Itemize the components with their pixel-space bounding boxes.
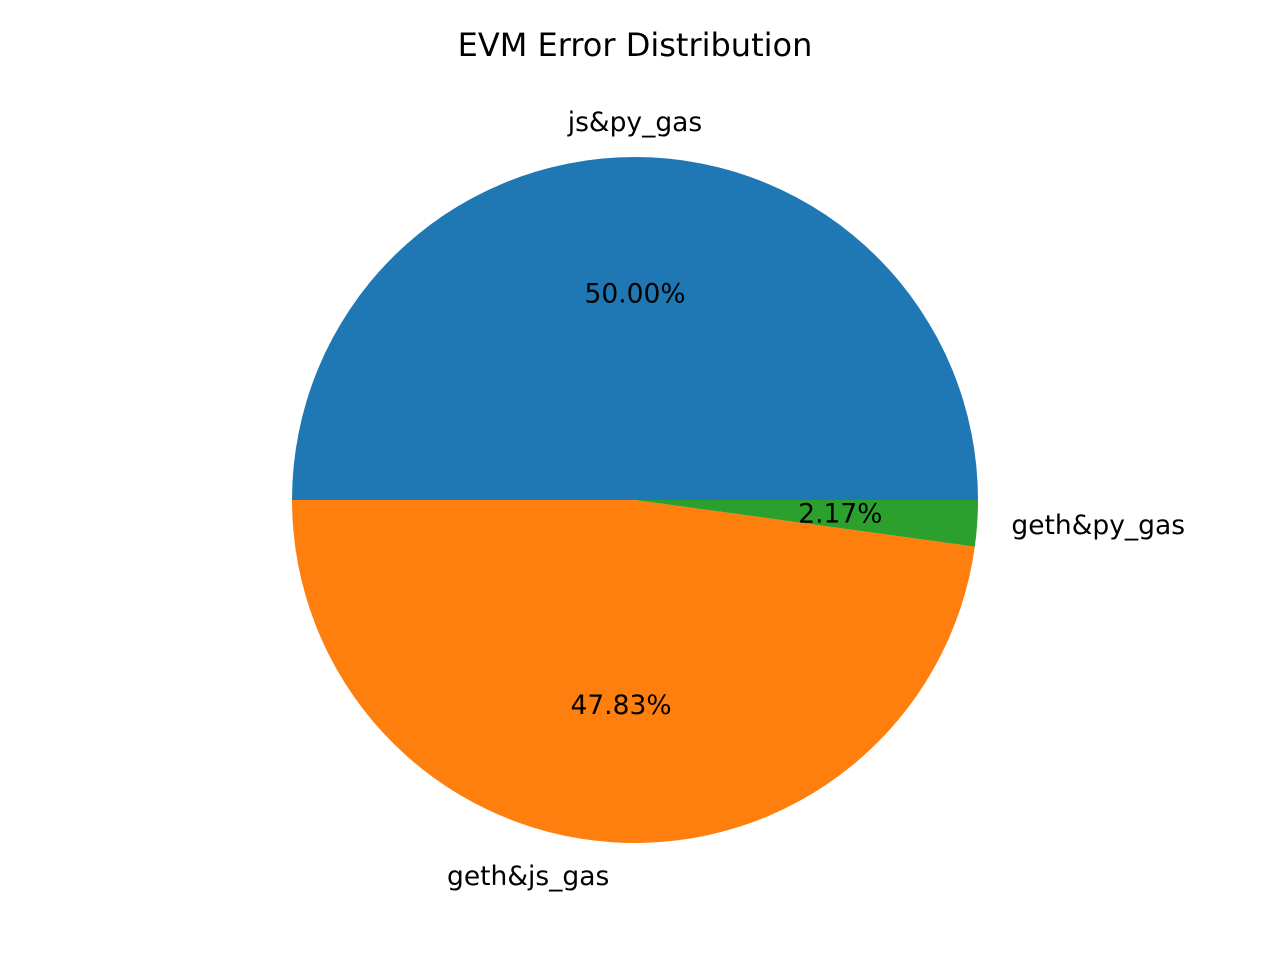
- pie-slice-geth-js-gas: [291, 500, 975, 844]
- pie-labels: js&py_gas 50.00% geth&js_gas 47.83% geth&py_…: [447, 107, 1185, 892]
- slice-percent-label: 50.00%: [584, 279, 685, 310]
- chart-title: EVM Error Distribution: [458, 26, 813, 64]
- pie-slice-js-py-gas: [292, 157, 978, 500]
- slice-label: geth&py_gas: [1011, 510, 1185, 541]
- slice-label: geth&js_gas: [447, 861, 609, 892]
- pie-slices: [291, 157, 978, 844]
- slice-percent-label: 47.83%: [570, 690, 671, 721]
- slice-percent-label: 2.17%: [798, 499, 882, 530]
- pie-slice-geth-py-gas: [635, 500, 978, 547]
- slice-label: js&py_gas: [567, 107, 702, 138]
